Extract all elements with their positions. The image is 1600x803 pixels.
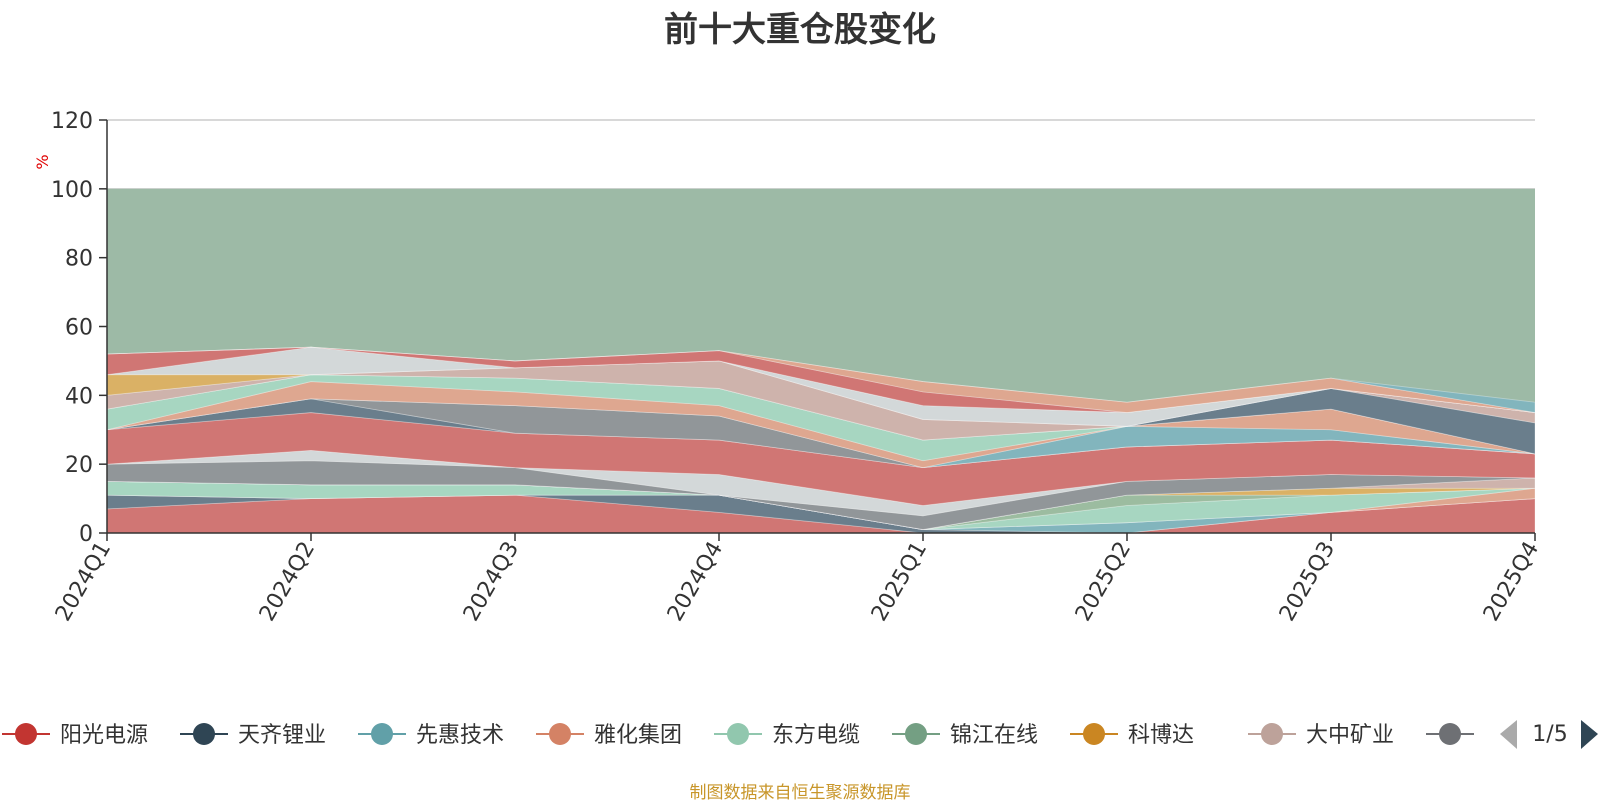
y-tick-label: 60 bbox=[65, 316, 93, 341]
legend-label: 科博达 bbox=[1128, 723, 1194, 748]
legend-label: 天齐锂业 bbox=[238, 723, 326, 748]
legend-label: 先惠技术 bbox=[416, 723, 504, 748]
legend-item-阳光电源[interactable]: 阳光电源 bbox=[2, 723, 148, 748]
legend-label: 大中矿业 bbox=[1306, 723, 1394, 748]
x-tick-label: 2024Q2 bbox=[255, 538, 320, 626]
y-axis-unit-label: % bbox=[33, 154, 52, 169]
y-tick-label: 100 bbox=[51, 178, 93, 203]
legend-marker bbox=[15, 723, 37, 745]
legend-item-大中矿业[interactable]: 大中矿业 bbox=[1248, 723, 1394, 748]
y-tick-label: 120 bbox=[51, 109, 93, 134]
area-series-其他N bbox=[106, 346, 1536, 414]
x-tick-label: 2025Q4 bbox=[1479, 538, 1544, 626]
legend-label: 东方电缆 bbox=[772, 723, 860, 748]
legend-marker bbox=[371, 723, 393, 745]
y-tick-label: 40 bbox=[65, 384, 93, 409]
legend-page-indicator: 1/5 bbox=[1532, 722, 1567, 747]
legend-item-锦江在线[interactable]: 锦江在线 bbox=[892, 723, 1038, 748]
legend-prev-page-icon[interactable] bbox=[1500, 720, 1517, 749]
legend: 阳光电源 天齐锂业 先惠技术 雅化集团 东方电缆 锦江在线 科博达 大中矿业 德业 bbox=[2, 723, 1528, 748]
legend-item-雅化集团[interactable]: 雅化集团 bbox=[536, 723, 682, 748]
legend-marker bbox=[1261, 723, 1283, 745]
legend-item-德业[interactable]: 德业 bbox=[1426, 723, 1528, 748]
legend-marker bbox=[193, 723, 215, 745]
legend-marker bbox=[905, 723, 927, 745]
legend-next-page-icon[interactable] bbox=[1581, 720, 1598, 749]
area-series-layer bbox=[106, 188, 1536, 534]
area-series-其他B bbox=[106, 412, 1536, 506]
legend-marker bbox=[549, 723, 571, 745]
y-tick-label: 80 bbox=[65, 247, 93, 272]
x-tick-label: 2024Q3 bbox=[459, 538, 524, 626]
x-tick-label: 2024Q4 bbox=[663, 538, 728, 626]
area-series-其他L bbox=[106, 346, 1536, 413]
legend-marker bbox=[727, 723, 749, 745]
x-tick-label: 2024Q1 bbox=[51, 538, 116, 626]
chart-title: 前十大重仓股变化 bbox=[664, 10, 936, 50]
legend-item-先惠技术[interactable]: 先惠技术 bbox=[358, 723, 504, 748]
legend-label: 阳光电源 bbox=[60, 723, 148, 748]
legend-item-东方电缆[interactable]: 东方电缆 bbox=[714, 723, 860, 748]
y-tick-label: 20 bbox=[65, 453, 93, 478]
legend-label: 锦江在线 bbox=[950, 723, 1038, 748]
source-note: 制图数据来自恒生聚源数据库 bbox=[689, 783, 911, 803]
legend-item-科博达[interactable]: 科博达 bbox=[1070, 723, 1194, 748]
legend-pager: 1/5 bbox=[1500, 720, 1598, 749]
area-series-大中矿业 bbox=[106, 477, 1536, 530]
legend-label: 雅化集团 bbox=[594, 723, 682, 748]
legend-item-天齐锂业[interactable]: 天齐锂业 bbox=[180, 723, 326, 748]
area-series-东方电缆 bbox=[106, 480, 1536, 530]
legend-marker bbox=[1439, 723, 1461, 745]
x-tick-label: 2025Q2 bbox=[1071, 538, 1136, 626]
x-tick-label: 2025Q1 bbox=[867, 538, 932, 626]
legend-marker bbox=[1083, 723, 1105, 745]
y-tick-label: 0 bbox=[79, 522, 93, 547]
x-tick-label: 2025Q3 bbox=[1275, 538, 1340, 626]
